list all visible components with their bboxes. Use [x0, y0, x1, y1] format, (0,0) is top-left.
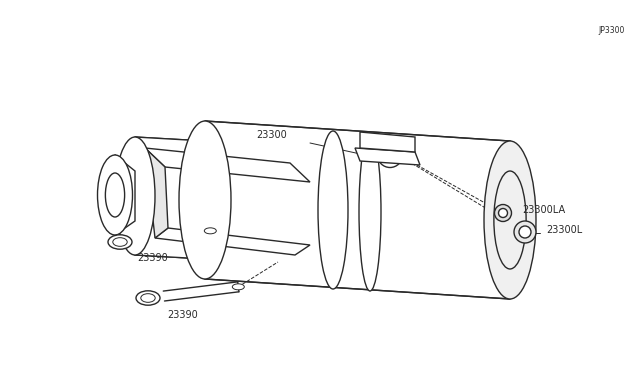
- Ellipse shape: [494, 171, 526, 269]
- Polygon shape: [205, 121, 510, 299]
- Ellipse shape: [499, 208, 508, 218]
- Ellipse shape: [514, 221, 536, 243]
- Text: 23300: 23300: [257, 130, 287, 140]
- Ellipse shape: [108, 235, 132, 249]
- Ellipse shape: [179, 121, 231, 279]
- Ellipse shape: [136, 291, 160, 305]
- Ellipse shape: [519, 226, 531, 238]
- Polygon shape: [145, 148, 310, 182]
- Ellipse shape: [232, 284, 244, 290]
- Ellipse shape: [359, 133, 381, 291]
- Ellipse shape: [204, 228, 216, 234]
- Ellipse shape: [113, 238, 127, 246]
- Ellipse shape: [383, 148, 397, 162]
- Ellipse shape: [484, 141, 536, 299]
- Polygon shape: [135, 137, 205, 259]
- Ellipse shape: [318, 131, 348, 289]
- Polygon shape: [115, 155, 135, 235]
- Ellipse shape: [115, 137, 155, 255]
- Ellipse shape: [141, 294, 155, 302]
- Ellipse shape: [106, 173, 125, 217]
- Text: 23390: 23390: [138, 253, 168, 263]
- Text: 23390: 23390: [168, 310, 198, 320]
- Ellipse shape: [97, 155, 132, 235]
- Polygon shape: [145, 148, 168, 238]
- Ellipse shape: [378, 142, 403, 167]
- Polygon shape: [355, 148, 420, 165]
- Text: JP3300: JP3300: [598, 26, 625, 35]
- Polygon shape: [155, 228, 310, 255]
- Ellipse shape: [495, 205, 511, 221]
- Text: 23300L: 23300L: [546, 225, 582, 235]
- Polygon shape: [360, 132, 415, 152]
- Text: 23300LA: 23300LA: [522, 205, 565, 215]
